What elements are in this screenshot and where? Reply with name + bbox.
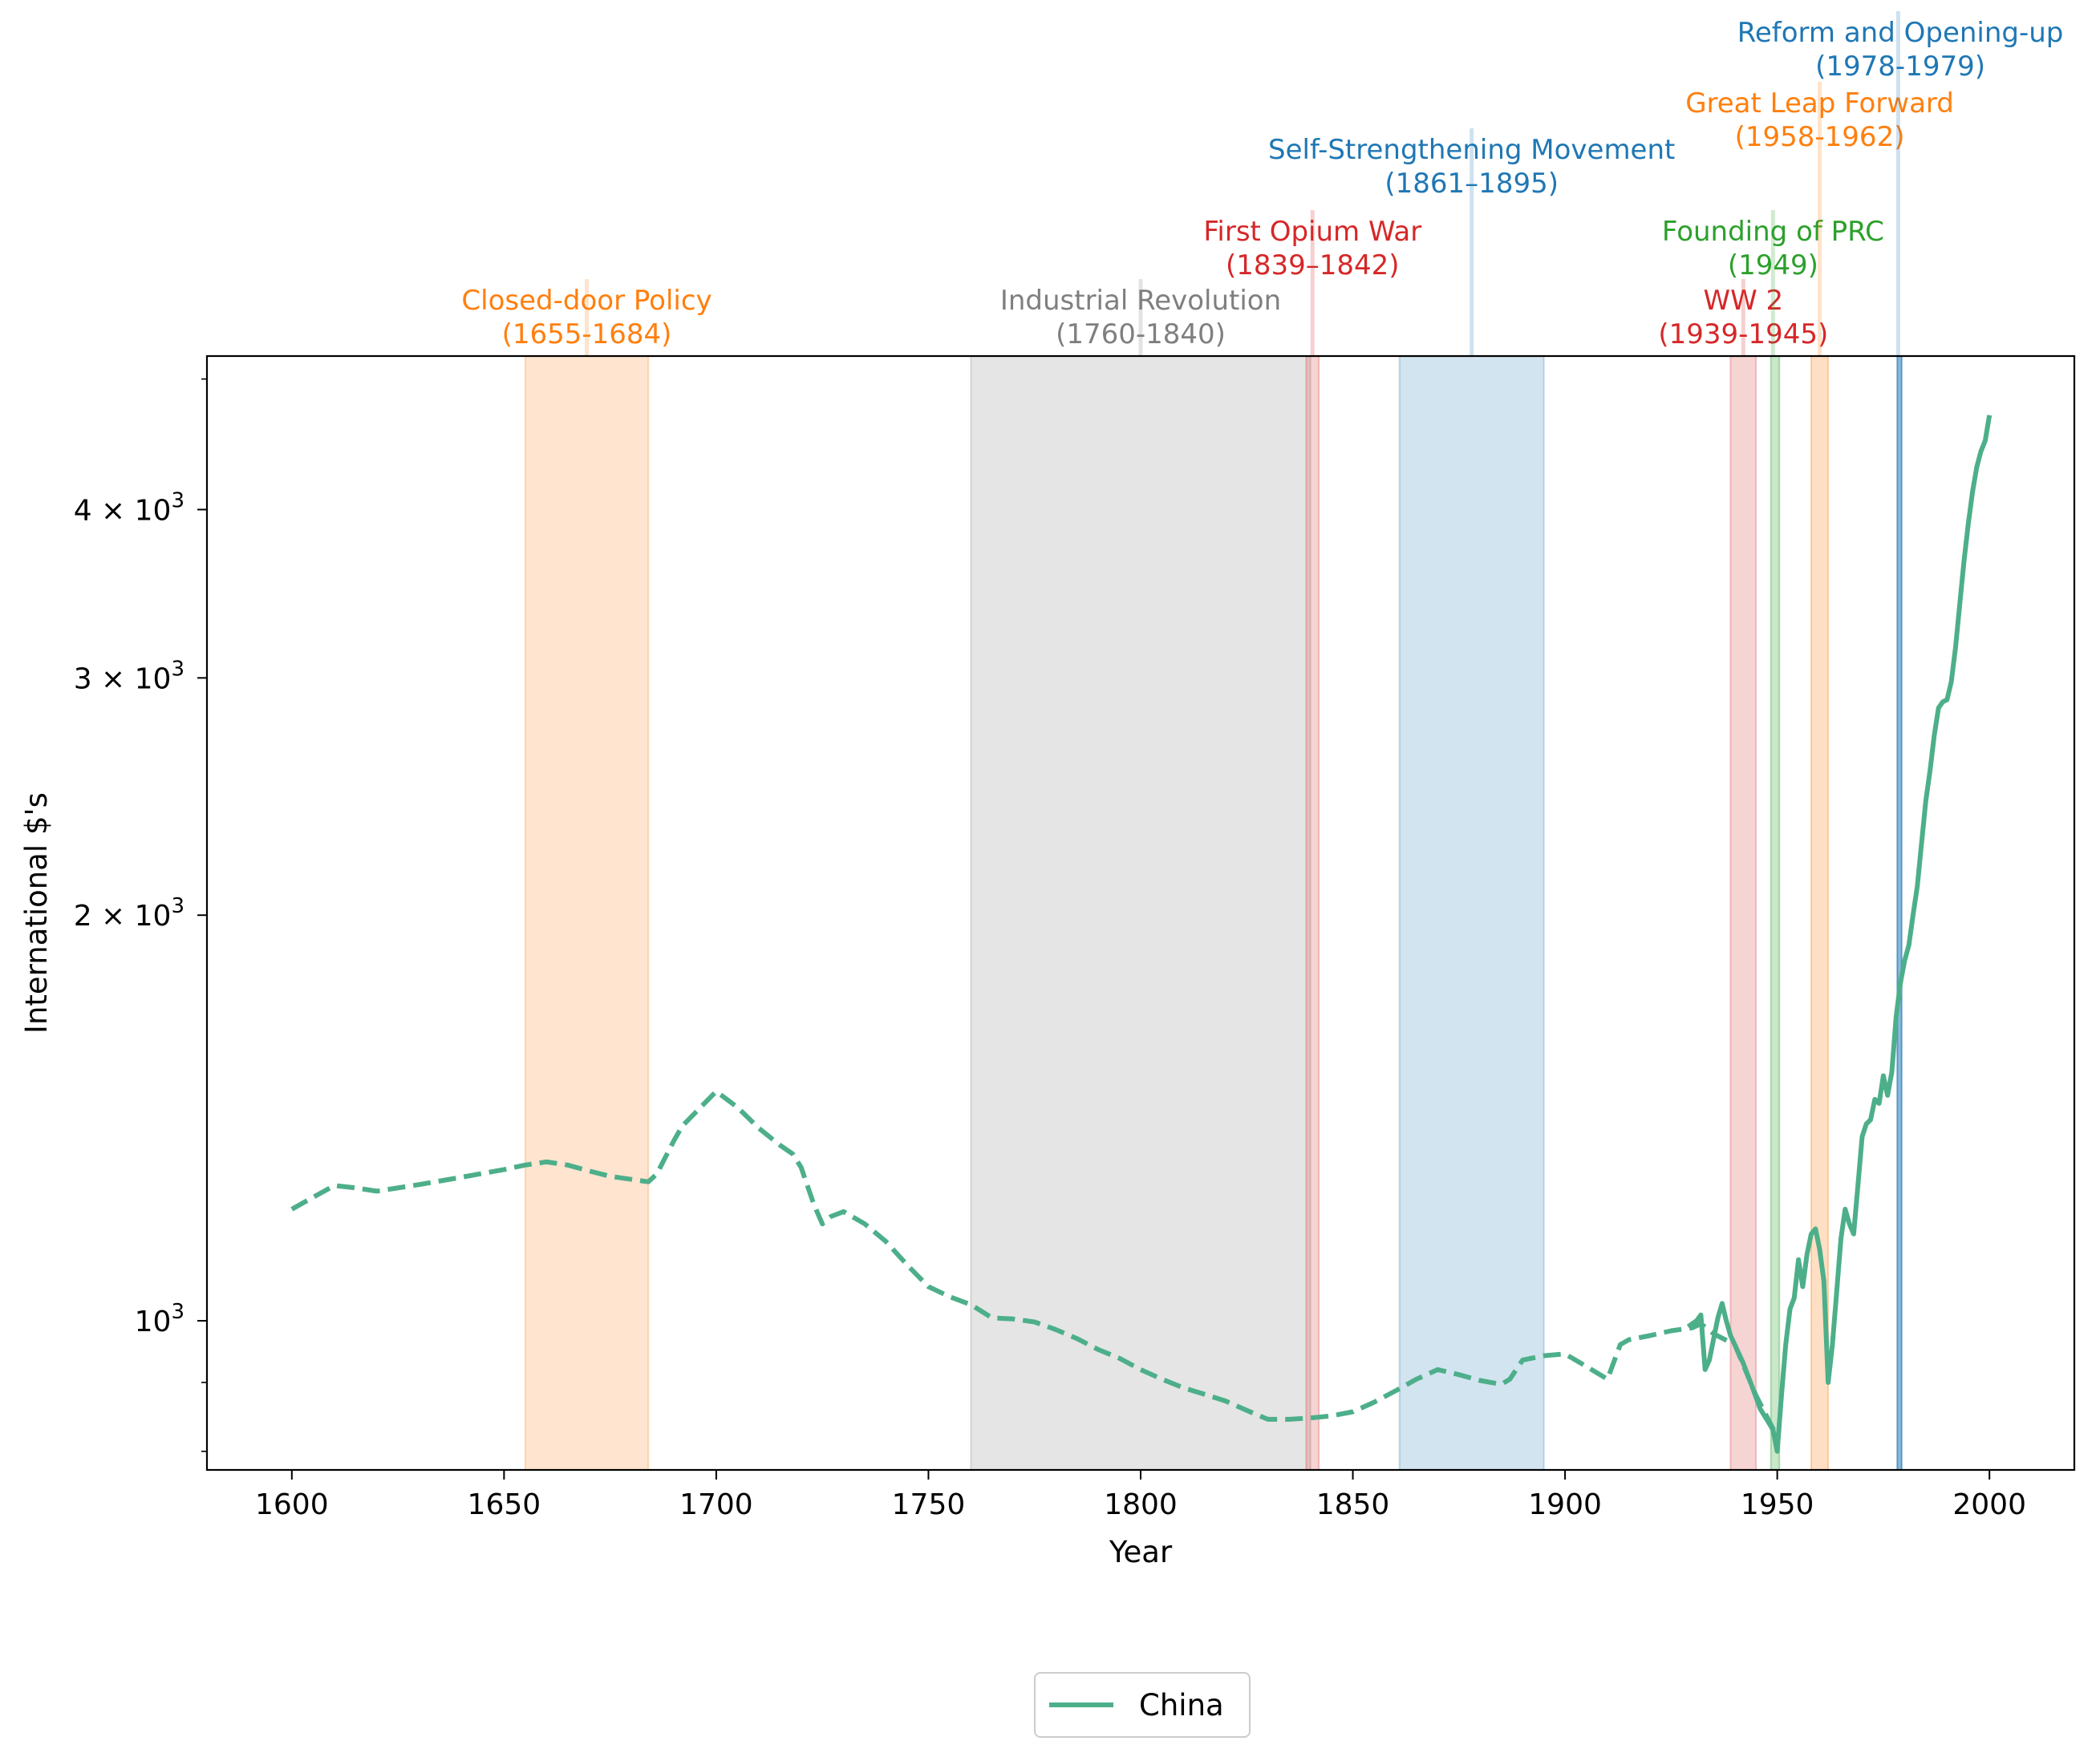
annotation-title-4: WW 2 — [1703, 285, 1783, 317]
span-4 — [1729, 355, 1757, 1471]
x-tick-label-0: 1600 — [255, 1488, 329, 1521]
y-tick-base-0: 10 — [135, 1306, 172, 1338]
span-7 — [1896, 355, 1903, 1471]
x-tick-label-5: 1850 — [1316, 1488, 1390, 1521]
annotation-years-2: (1839–1842) — [1226, 249, 1400, 281]
y-tick-label-0: 103 — [135, 1300, 184, 1338]
span-0 — [524, 355, 650, 1471]
annotation-years-7: (1978-1979) — [1815, 51, 1985, 83]
event-annotations: Closed-door Policy(1655-1684) Industrial … — [461, 11, 2063, 356]
y-tick-label-2: 3 × 103 — [74, 657, 184, 695]
series-0-segment-1-solid — [1686, 415, 1993, 1454]
legend-label-china: China — [1139, 1688, 1224, 1723]
legend-box — [1034, 1672, 1251, 1738]
annotation-years-4: (1939-1945) — [1658, 318, 1828, 350]
span-2 — [1305, 355, 1320, 1471]
y-tick-label-3: 4 × 103 — [74, 488, 184, 527]
y-tick-exponent-2: 3 — [171, 657, 184, 681]
annotation-title-2: First Opium War — [1203, 216, 1421, 248]
annotation-title-5: Founding of PRC — [1662, 216, 1884, 248]
y-axis-label: International $'s — [19, 792, 54, 1034]
x-tick-label-4: 1800 — [1104, 1488, 1178, 1521]
x-tick-label-3: 1750 — [892, 1488, 966, 1521]
x-tick-label-7: 1950 — [1741, 1488, 1814, 1521]
series-0-segment-0-dashed — [290, 1088, 1780, 1439]
y-tick-exponent-1: 3 — [171, 894, 184, 918]
y-tick-exponent-0: 3 — [171, 1300, 184, 1324]
y-tick-label-1: 2 × 103 — [74, 894, 184, 933]
annotation-title-6: Great Leap Forward — [1685, 87, 1954, 119]
span-3 — [1398, 355, 1545, 1471]
series-lines — [290, 415, 1993, 1454]
annotation-title-0: Closed-door Policy — [461, 285, 711, 317]
x-tick-label-8: 2000 — [1952, 1488, 2026, 1521]
annotation-years-5: (1949) — [1728, 249, 1818, 281]
x-tick-label-1: 1650 — [468, 1488, 541, 1521]
annotation-years-1: (1760-1840) — [1056, 318, 1226, 350]
annotation-years-3: (1861–1895) — [1384, 168, 1559, 200]
y-tick-base-2: 3 × 10 — [74, 662, 172, 695]
legend: China — [1034, 1672, 1251, 1738]
y-tick-base-1: 2 × 10 — [74, 900, 172, 933]
x-axis-label: Year — [1109, 1535, 1173, 1569]
annotation-years-0: (1655-1684) — [502, 318, 672, 350]
span-5 — [1770, 355, 1781, 1471]
x-axis-ticks: 1600 1650 1700 1750 1800 1850 1900 1950 2000 — [255, 1470, 2026, 1521]
y-tick-base-3: 4 × 10 — [74, 494, 172, 527]
annotation-title-3: Self-Strengthening Movement — [1268, 134, 1675, 166]
annotation-title-7: Reform and Opening-up — [1737, 17, 2064, 49]
y-tick-exponent-3: 3 — [171, 488, 184, 512]
span-1 — [970, 355, 1311, 1471]
x-tick-label-6: 1900 — [1528, 1488, 1602, 1521]
annotation-title-1: Industrial Revolution — [1000, 285, 1281, 317]
x-tick-label-2: 1700 — [679, 1488, 753, 1521]
annotation-years-6: (1958-1962) — [1735, 121, 1905, 153]
